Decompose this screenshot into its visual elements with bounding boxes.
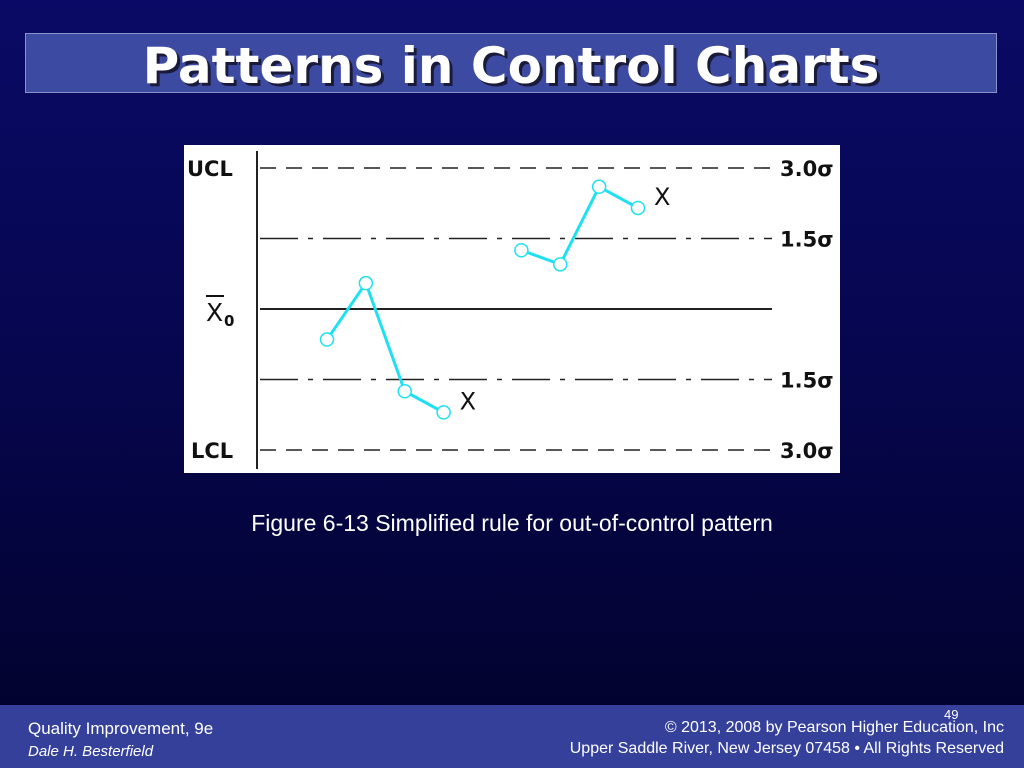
series-line-2 [520,185,639,266]
footer-bar: 49 Quality Improvement, 9e Dale H. Beste… [0,705,1024,768]
copyright-text: © 2013, 2008 by Pearson Higher Education… [664,719,1004,736]
sigma-label: 3.0σ [780,439,834,463]
center-line-subscript: 0 [224,312,234,330]
data-point [514,243,529,258]
data-point [630,200,646,216]
out-of-control-marker: X [654,183,670,211]
out-of-control-marker: X [460,387,476,415]
author-name: Dale H. Besterfield [28,743,154,760]
sigma-label: 1.5σ [780,228,834,252]
data-point [436,405,451,420]
publisher-address: Upper Saddle River, New Jersey 07458 • A… [569,740,1004,757]
center-line-label: X [206,298,223,327]
page-number: 49 [944,707,959,722]
book-title: Quality Improvement, 9e [28,719,214,738]
series-line-1 [325,281,445,414]
slide-title: Patterns in Control Charts [142,37,880,95]
sigma-label: 1.5σ [780,369,834,393]
figure-caption: Figure 6-13 Simplified rule for out-of-c… [251,510,773,536]
control-chart: 3.0σ 1.5σ 1.5σ 3.0σ UCL LCL X 0 X X [184,145,840,473]
data-point [591,179,607,195]
data-point [358,275,374,291]
data-point [319,332,335,347]
sigma-label: 3.0σ [780,157,834,181]
title-bar: Patterns in Control Charts [25,33,997,95]
ucl-label: UCL [187,157,233,181]
lcl-label: LCL [191,439,233,463]
data-point [397,384,412,399]
data-point [553,257,568,272]
